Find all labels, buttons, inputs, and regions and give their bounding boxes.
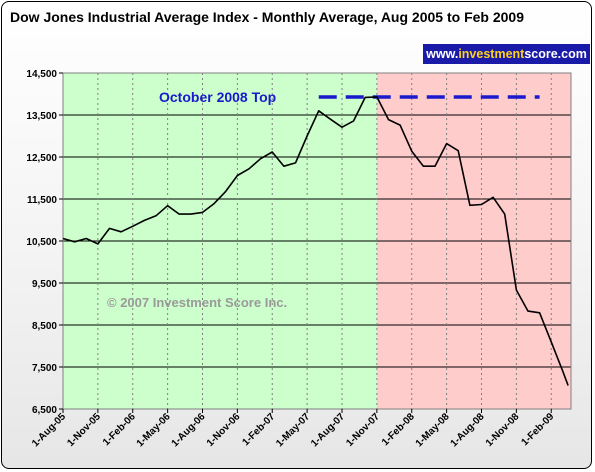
x-tick-label: 1-Aug-07 [309,411,347,449]
chart-title: Dow Jones Industrial Average Index - Mon… [10,9,524,25]
x-tick-label: 1-Feb-08 [380,411,417,448]
x-tick-label: 1-Nov-07 [344,411,382,449]
y-tick-label: 6,500 [32,405,57,416]
x-tick-label: 1-Aug-08 [449,411,487,449]
x-tick-label: 1-Nov-08 [484,411,522,449]
badge-brand: investment [458,47,525,61]
series-line [62,96,569,386]
x-tick-label: 1-May-06 [135,411,173,449]
website-badge: www.investmentscore.com [423,44,590,64]
y-tick-label: 12,500 [26,153,57,164]
x-tick-label: 1-Feb-09 [520,411,557,448]
x-tick-label: 1-Aug-05 [30,411,68,449]
x-tick-label: 1-Feb-06 [101,411,138,448]
y-tick-label: 7,500 [32,363,57,374]
x-tick-label: 1-Nov-06 [205,411,243,449]
y-tick-label: 9,500 [32,279,57,290]
y-tick-label: 10,500 [26,237,57,248]
x-tick-label: 1-Aug-06 [170,411,208,449]
y-tick-label: 8,500 [32,321,57,332]
x-tick-label: 1-Nov-05 [65,411,103,449]
x-tick-label: 1-May-08 [414,411,452,449]
badge-suffix: score.com [524,47,587,61]
copyright-watermark: © 2007 Investment Score Inc. [107,295,287,310]
y-tick-label: 11,500 [27,195,57,206]
y-tick-label: 13,500 [26,111,57,122]
x-tick-label: 1-May-07 [274,411,312,449]
x-tick-label: 1-Feb-07 [241,411,278,448]
annotation-label: October 2008 Top [159,89,276,105]
y-tick-label: 14,500 [26,69,57,80]
badge-prefix: www. [426,47,459,61]
